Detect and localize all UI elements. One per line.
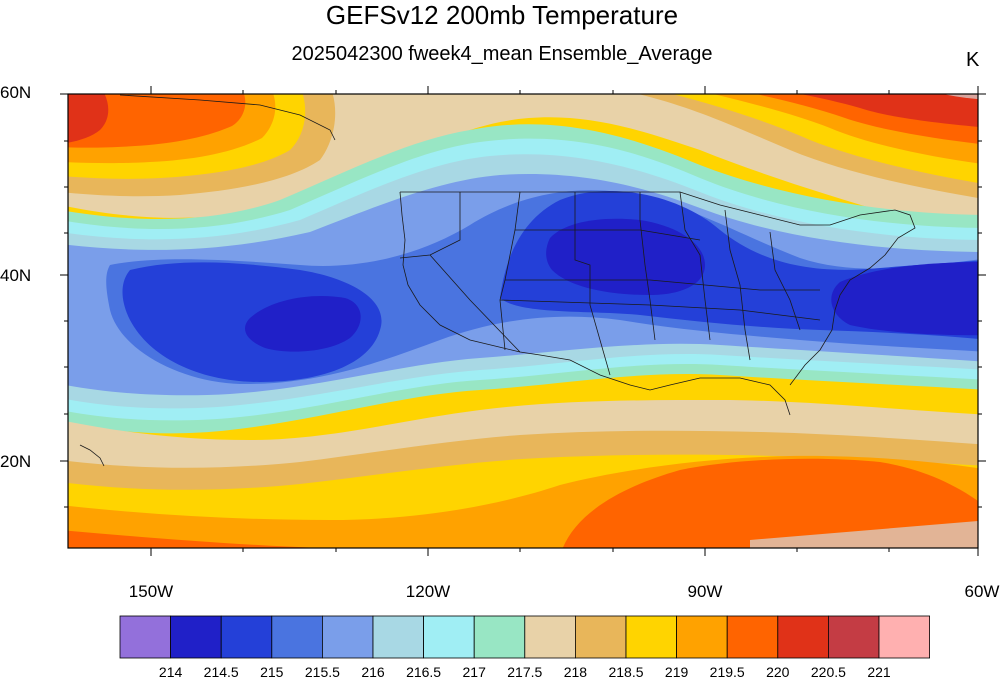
colorbar-swatch — [524, 615, 576, 659]
colorbar-swatch — [878, 615, 930, 659]
colorbar-swatch — [777, 615, 829, 659]
colorbar-tick-label: 218.5 — [608, 664, 643, 680]
colorbar-tick-label: 219 — [665, 664, 689, 680]
map-title: GEFSv12 200mb Temperature — [325, 0, 679, 30]
band-214-5-west — [245, 296, 361, 352]
colorbar-tick-label: 216 — [361, 664, 385, 680]
band-220-sw — [68, 530, 320, 548]
lon-label-60w: 60W — [965, 582, 1000, 601]
colorbar-tick-label: 215.5 — [305, 664, 340, 680]
land-mask-ne — [943, 94, 978, 100]
lon-label-90w: 90W — [688, 582, 723, 601]
lat-label-40n: 40N — [0, 266, 31, 285]
temperature-field — [68, 94, 978, 548]
lat-labels: 60N 40N 20N — [0, 83, 31, 471]
colorbar-swatch — [726, 615, 779, 659]
colorbar-tick-label: 216.5 — [406, 664, 441, 680]
colorbar-tick-label: 221 — [867, 664, 891, 680]
lon-ticks — [150, 86, 979, 556]
colorbar-tick-label: 219.5 — [710, 664, 745, 680]
colorbar-tick-label: 217.5 — [507, 664, 542, 680]
lat-ticks — [60, 93, 986, 508]
colorbar-swatch — [828, 615, 880, 659]
colorbar-swatch — [575, 615, 627, 659]
colorbar-tick-label: 220.5 — [811, 664, 846, 680]
lat-label-60n: 60N — [0, 83, 31, 102]
land-mask-se — [750, 521, 978, 548]
lat-label-20n: 20N — [0, 452, 31, 471]
map-subtitle: 2025042300 fweek4_mean Ensemble_Average — [291, 43, 713, 65]
colorbar-tick-label: 218 — [564, 664, 588, 680]
colorbar-tick-label: 214.5 — [204, 664, 239, 680]
band-220-nw — [68, 94, 246, 148]
colorbar-labels: 214 214.5 215 215.5 216 216.5 217 217.5 218 218.5… — [159, 664, 891, 680]
coastlines — [79, 94, 916, 467]
colorbar — [119, 615, 930, 659]
colorbar-swatch — [119, 615, 171, 659]
colorbar-swatch — [321, 615, 374, 659]
colorbar-tick-label: 215 — [260, 664, 284, 680]
colorbar-swatch — [473, 615, 526, 659]
colorbar-swatch — [625, 615, 677, 659]
colorbar-tick-label: 217 — [463, 664, 487, 680]
colorbar-swatch — [423, 615, 475, 659]
colorbar-swatch — [372, 615, 424, 659]
band-220-5-nw — [68, 94, 109, 143]
band-214-5-central — [546, 218, 705, 295]
lon-label-120w: 120W — [406, 582, 450, 601]
colorbar-tick-label: 220 — [766, 664, 790, 680]
band-214-5-east — [831, 262, 978, 336]
units-label: K — [966, 49, 980, 71]
lon-labels: 150W 120W 90W 60W — [129, 582, 1000, 601]
band-220-se — [562, 458, 978, 548]
colorbar-tick-label: 214 — [159, 664, 183, 680]
colorbar-swatch — [676, 615, 728, 659]
band-220-5-ne — [800, 94, 978, 127]
colorbar-swatch — [220, 615, 273, 659]
colorbar-swatch — [271, 615, 323, 659]
colorbar-swatch — [170, 615, 222, 659]
lon-label-150w: 150W — [129, 582, 173, 601]
